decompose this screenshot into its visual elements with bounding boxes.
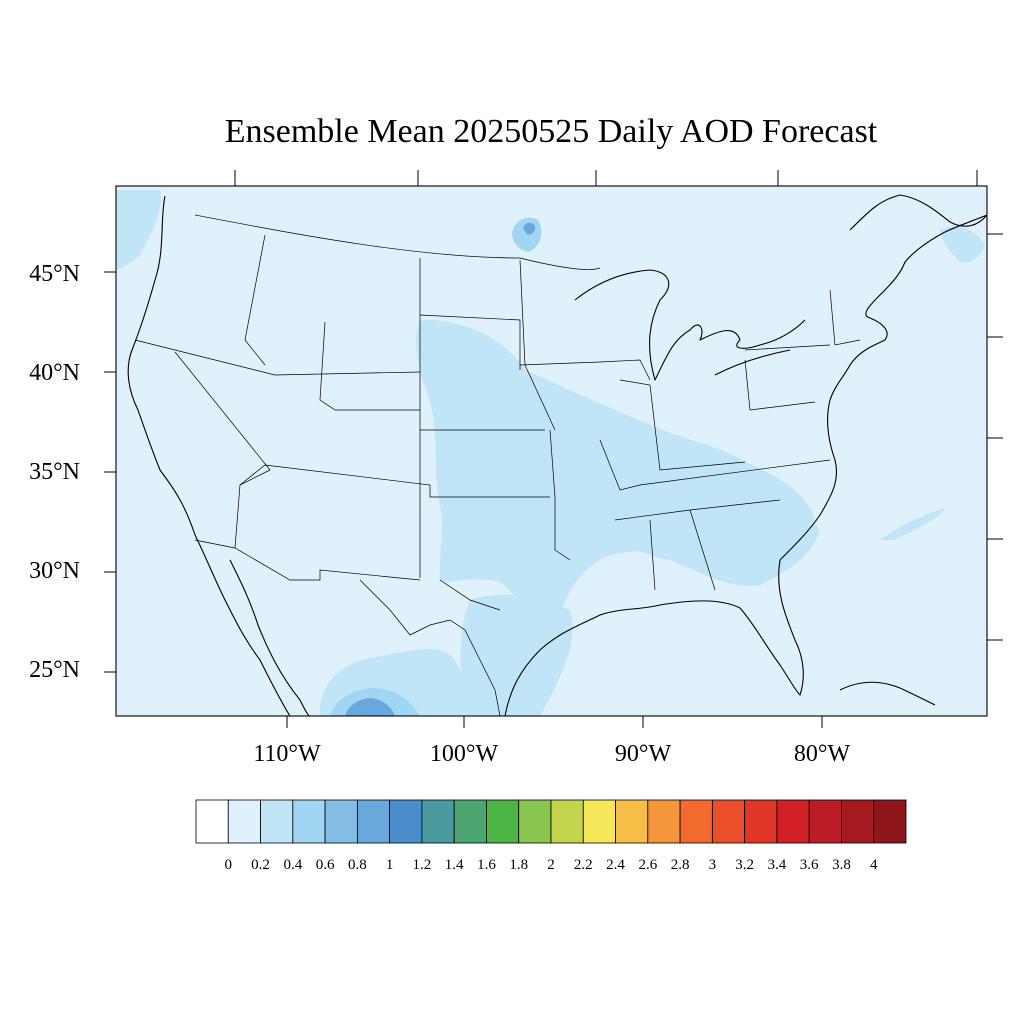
lon-label-90w: 90°W <box>615 741 672 767</box>
canada-east <box>849 194 987 231</box>
colorbar-swatch <box>324 799 358 844</box>
colorbar-label: 1.4 <box>445 857 464 873</box>
coastlines <box>127 194 987 716</box>
colorbar-swatch <box>550 799 584 844</box>
colorbar-label: 0.2 <box>251 857 270 873</box>
aod-southeast <box>620 499 820 586</box>
aod-field <box>116 190 985 716</box>
colorbar-label: 0.4 <box>283 857 302 873</box>
colorbar-label: 0.6 <box>316 857 335 873</box>
colorbar-swatch <box>582 799 616 844</box>
aod-lake-woods-core <box>523 222 536 235</box>
latitude-labels: 45°N 40°N 35°N 30°N 25°N <box>29 261 80 683</box>
colorbar-label: 1.6 <box>477 857 496 873</box>
lat-label-40: 40°N <box>29 360 80 386</box>
colorbar-label: 2.2 <box>574 857 593 873</box>
colorbar-swatch <box>486 799 520 844</box>
colorbar-label: 3.4 <box>768 857 787 873</box>
gulf-coast <box>504 559 804 716</box>
aod-mexico-core <box>345 698 395 716</box>
lake-erie <box>714 349 791 376</box>
lat-label-30: 30°N <box>29 558 80 584</box>
colorbar-label: 1.8 <box>509 857 528 873</box>
cuba-bahamas <box>839 681 936 706</box>
colorbar-label: 3.6 <box>800 857 819 873</box>
colorbar <box>195 799 907 844</box>
colorbar-swatch <box>227 799 261 844</box>
colorbar-label: 3.8 <box>832 857 851 873</box>
colorbar-label: 3.2 <box>735 857 754 873</box>
state-boundaries <box>134 214 861 716</box>
colorbar-labels: 0 0.2 0.4 0.6 0.8 1 1.2 1.4 1.6 1.8 2 2.2 2.4 2.6 2.8 3… <box>225 857 878 873</box>
colorbar-swatch <box>744 799 778 844</box>
lon-label-80w: 80°W <box>794 741 851 767</box>
colorbar-swatch <box>808 799 842 844</box>
colorbar-swatch <box>873 799 907 844</box>
colorbar-swatch <box>615 799 649 844</box>
pacific-coast <box>127 195 291 716</box>
colorbar-label: 2.6 <box>638 857 657 873</box>
colorbar-swatch <box>776 799 810 844</box>
axis-ticks <box>104 170 1003 728</box>
map-panel <box>104 170 1003 728</box>
colorbar-label: 2 <box>547 857 555 873</box>
lon-label-110w: 110°W <box>253 741 321 767</box>
colorbar-swatch <box>841 799 875 844</box>
lat-label-25: 25°N <box>29 657 80 683</box>
great-lakes <box>574 269 806 381</box>
colorbar-swatch <box>389 799 423 844</box>
aod-west-coast <box>116 190 161 270</box>
aod-gulf <box>460 594 573 716</box>
colorbar-swatch <box>356 799 391 844</box>
colorbar-swatch <box>421 799 455 844</box>
colorbar-label: 2.8 <box>671 857 690 873</box>
lon-label-100w: 100°W <box>430 741 499 767</box>
colorbar-swatch <box>518 799 552 844</box>
colorbar-swatch <box>292 799 326 844</box>
baja-peninsula <box>229 559 311 716</box>
colorbar-swatch <box>453 799 487 844</box>
colorbar-swatch <box>679 799 713 844</box>
colorbar-label: 0.8 <box>348 857 367 873</box>
colorbar-label: 0 <box>225 857 233 873</box>
lat-label-35: 35°N <box>29 459 80 485</box>
chart-title: Ensemble Mean 20250525 Daily AOD Forecas… <box>225 113 878 150</box>
longitude-labels: 110°W 100°W 90°W 80°W <box>253 741 850 767</box>
aod-northeast <box>940 226 985 263</box>
colorbar-swatch <box>711 799 746 844</box>
lat-label-45: 45°N <box>29 261 80 287</box>
colorbar-swatch <box>647 799 681 844</box>
colorbar-label: 3 <box>709 857 717 873</box>
atlantic-coast <box>779 214 987 561</box>
map-frame <box>115 185 988 717</box>
colorbar-swatch <box>260 799 294 844</box>
colorbar-label: 1.2 <box>413 857 432 873</box>
colorbar-label: 1 <box>386 857 394 873</box>
colorbar-label: 4 <box>870 857 878 873</box>
colorbar-label: 2.4 <box>606 857 625 873</box>
aod-atlantic <box>880 508 945 540</box>
colorbar-swatch <box>195 799 229 844</box>
